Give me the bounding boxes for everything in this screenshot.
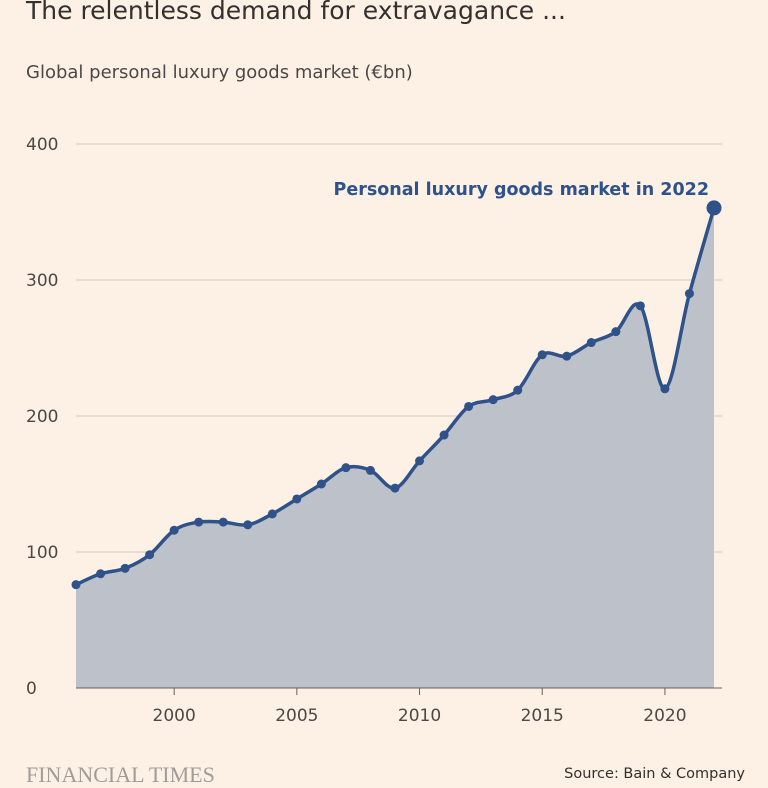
y-tick-label: 300 bbox=[26, 271, 58, 291]
data-point bbox=[145, 550, 155, 560]
data-point bbox=[586, 338, 596, 348]
data-point bbox=[635, 301, 645, 311]
data-point bbox=[488, 395, 498, 405]
data-point bbox=[439, 430, 449, 440]
y-tick-label: 200 bbox=[26, 407, 58, 427]
data-point bbox=[562, 351, 572, 361]
source-note: Source: Bain & Company bbox=[564, 766, 745, 782]
data-point bbox=[169, 525, 179, 535]
data-point bbox=[194, 517, 204, 527]
data-point bbox=[464, 401, 474, 411]
x-tick-label: 2020 bbox=[643, 706, 686, 726]
x-tick-label: 2010 bbox=[398, 706, 441, 726]
x-tick-label: 2015 bbox=[521, 706, 564, 726]
data-point bbox=[96, 569, 106, 579]
x-tick-label: 2005 bbox=[275, 706, 318, 726]
data-point bbox=[611, 327, 621, 337]
data-point bbox=[267, 509, 277, 519]
data-point bbox=[316, 479, 326, 489]
data-point bbox=[415, 456, 425, 466]
chart-subtitle: Global personal luxury goods market (€bn… bbox=[26, 62, 413, 83]
data-point bbox=[513, 385, 523, 395]
x-tick-label: 2000 bbox=[153, 706, 196, 726]
chart-title: The relentless demand for extravagance .… bbox=[26, 0, 566, 25]
data-point bbox=[365, 465, 375, 475]
data-point bbox=[218, 517, 228, 527]
data-point bbox=[537, 350, 547, 360]
data-point bbox=[292, 494, 302, 504]
area-fill bbox=[76, 207, 714, 689]
data-point bbox=[684, 289, 694, 299]
highlight-point bbox=[706, 200, 722, 216]
data-point bbox=[390, 483, 400, 493]
ft-logo: FINANCIAL TIMES bbox=[26, 762, 215, 787]
data-point bbox=[660, 384, 670, 394]
y-tick-label: 400 bbox=[26, 135, 58, 155]
annotation-label: Personal luxury goods market in 2022 bbox=[334, 180, 710, 200]
series-line bbox=[75, 207, 716, 587]
y-tick-label: 100 bbox=[26, 543, 58, 563]
data-point bbox=[243, 520, 253, 530]
y-tick-label: 0 bbox=[26, 679, 37, 699]
data-point bbox=[341, 463, 351, 473]
data-point bbox=[120, 563, 130, 573]
data-point bbox=[71, 580, 81, 590]
